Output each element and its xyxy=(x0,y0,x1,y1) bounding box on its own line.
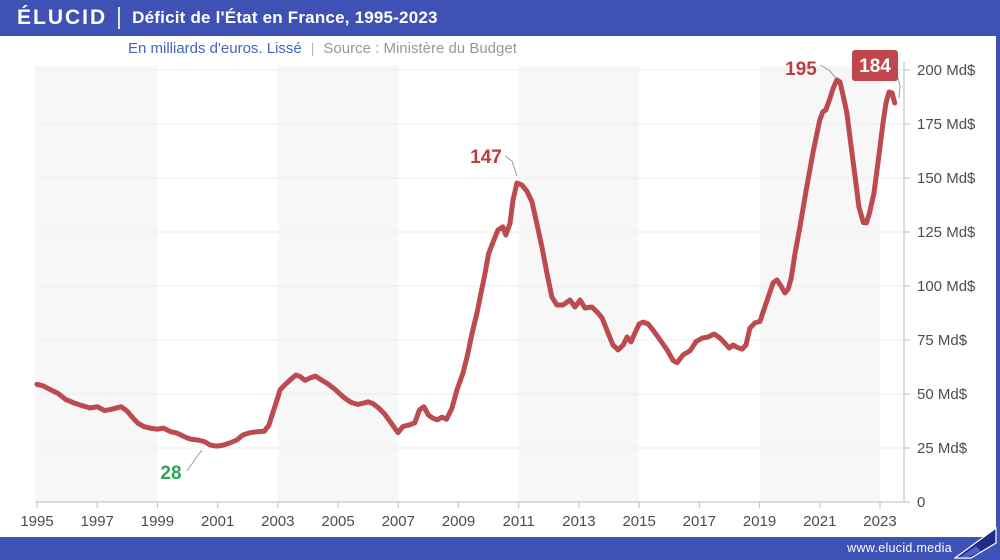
y-axis-tick-label: 150 Md$ xyxy=(917,170,976,187)
header-bar: ÉLUCID Déficit de l'État en France, 1995… xyxy=(0,0,1000,36)
x-axis-tick-label: 2021 xyxy=(803,513,836,530)
x-axis-tick-label: 2003 xyxy=(261,513,294,530)
y-axis-tick-label: 100 Md$ xyxy=(917,278,976,295)
x-axis-tick-label: 2017 xyxy=(683,513,716,530)
y-axis-tick-label: 0 xyxy=(917,494,925,511)
y-axis-tick-label: 75 Md$ xyxy=(917,332,968,349)
deficit-line xyxy=(34,77,898,449)
x-axis-tick-label: 2011 xyxy=(503,513,535,530)
background-band xyxy=(518,66,640,502)
x-axis-tick-label: 2007 xyxy=(382,513,415,530)
footer-bar: www.elucid.media xyxy=(0,537,1000,560)
x-axis-tick-label: 2009 xyxy=(442,513,475,530)
x-axis-tick-label: 2005 xyxy=(321,513,354,530)
x-axis-tick-label: 1997 xyxy=(81,513,114,530)
elucid-logo: ÉLUCID xyxy=(17,6,108,29)
subtitle-separator: | xyxy=(310,40,315,56)
subtitle-bar: En milliards d'euros. Lissé | Source : M… xyxy=(0,36,1000,60)
x-axis-tick-label: 2015 xyxy=(622,513,655,530)
y-axis-tick-label: 125 Md$ xyxy=(917,224,976,241)
annotation-leader-147 xyxy=(504,155,518,177)
annotation-184: 184 xyxy=(859,56,891,77)
chart-unit-note: En milliards d'euros. Lissé xyxy=(128,39,302,57)
right-border xyxy=(996,0,1000,560)
x-axis-tick-label: 2013 xyxy=(562,513,595,530)
header-divider xyxy=(118,7,121,29)
elucid-arrow-icon xyxy=(954,526,997,559)
annotation-leader-28 xyxy=(186,449,203,472)
annotation-147: 147 xyxy=(470,147,502,168)
page-title: Déficit de l'État en France, 1995-2023 xyxy=(132,8,438,27)
annotation-28: 28 xyxy=(160,463,181,484)
y-axis-tick-label: 50 Md$ xyxy=(917,386,968,403)
x-axis-tick-label: 1995 xyxy=(20,513,53,530)
background-band xyxy=(35,66,158,502)
x-axis-tick-label: 2001 xyxy=(201,513,234,530)
website-url: www.elucid.media xyxy=(847,541,952,555)
background-band xyxy=(277,66,399,502)
y-axis-tick-label: 175 Md$ xyxy=(917,116,976,133)
annotation-badge-184 xyxy=(852,50,898,81)
x-axis-tick-label: 1999 xyxy=(141,513,174,530)
annotation-leader-195 xyxy=(819,64,837,79)
x-axis-tick-label: 2019 xyxy=(743,513,776,530)
annotation-195: 195 xyxy=(785,59,817,80)
x-axis-tick-label: 2023 xyxy=(863,513,896,530)
y-axis-tick-label: 200 Md$ xyxy=(917,62,976,79)
chart-source: Source : Ministère du Budget xyxy=(323,39,517,57)
y-axis-tick-label: 25 Md$ xyxy=(917,440,968,457)
